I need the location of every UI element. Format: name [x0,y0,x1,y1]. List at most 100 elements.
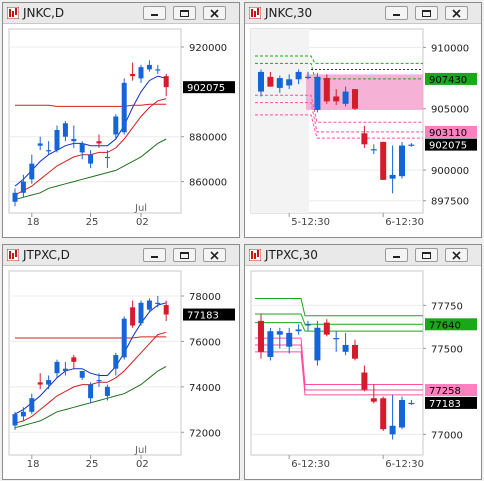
candle[interactable] [295,324,302,335]
title-bar[interactable]: JTPXC,D [3,245,239,266]
candle[interactable] [399,396,405,430]
close-button[interactable] [203,6,226,20]
restore-button[interactable] [415,248,438,262]
candle[interactable] [146,60,152,72]
candle[interactable] [71,125,77,148]
candle[interactable] [399,141,405,179]
plot-area[interactable] [250,270,424,456]
price-marker [425,318,477,331]
price-chart[interactable]: 920000 880000 860000 902075 18 25 02 Jul [3,23,239,237]
close-button[interactable] [445,6,468,20]
candle[interactable] [258,313,264,359]
candle[interactable] [286,327,293,354]
candle[interactable] [370,144,377,155]
candle[interactable] [323,74,330,104]
chart-window-jnkc-30[interactable]: JNKC,30 910000 905000 900000 897500 907430 90… [244,2,482,238]
candle[interactable] [352,339,358,361]
candle[interactable] [113,352,119,376]
candle[interactable] [258,69,264,97]
candle[interactable] [79,370,85,381]
price-chart[interactable]: 910000 905000 900000 897500 907430 903110 9020… [245,23,481,237]
candle[interactable] [352,89,358,110]
candle[interactable] [104,150,110,169]
candle[interactable] [361,365,368,392]
candle[interactable] [130,300,136,328]
candle[interactable] [37,373,43,390]
candle[interactable] [389,145,396,194]
candle[interactable] [408,399,415,406]
candle[interactable] [361,125,368,148]
candle[interactable] [276,327,283,349]
candle[interactable] [295,69,302,85]
candle[interactable] [104,384,110,401]
candle[interactable] [163,73,169,97]
candle[interactable] [389,394,396,440]
minimize-button[interactable] [385,248,408,262]
restore-button[interactable] [173,248,196,262]
candle[interactable] [71,355,77,369]
minimize-button[interactable] [143,6,166,20]
candle[interactable] [276,75,283,93]
candle[interactable] [138,300,144,326]
chart-window-jtpxc-d[interactable]: JTPXC,D 78000 76000 74000 72000 77183 18 25 02 J… [2,244,240,480]
candle[interactable] [37,136,43,151]
candle[interactable] [323,319,330,337]
title-bar[interactable]: JNKC,30 [245,3,481,24]
minimize-button[interactable] [143,248,166,262]
candle[interactable] [314,320,321,366]
candle[interactable] [62,121,68,142]
candle[interactable] [88,150,94,169]
candle[interactable] [46,141,52,155]
candle[interactable] [314,73,321,113]
candle[interactable] [267,71,274,87]
candle[interactable] [130,62,136,81]
candle[interactable] [163,300,169,321]
candle[interactable] [20,174,26,198]
candle[interactable] [88,382,94,403]
candle[interactable] [121,78,127,135]
candle[interactable] [305,320,311,332]
restore-button[interactable] [415,6,438,20]
candle[interactable] [113,114,119,139]
candle[interactable] [20,407,26,421]
candle[interactable] [54,359,60,378]
candle[interactable] [121,316,127,360]
chart-window-jtpxc-30[interactable]: JTPXC,30 77750 77500 77000 77640 77258 77183 6… [244,244,482,480]
candle[interactable] [62,361,68,376]
candle[interactable] [96,134,102,148]
candle[interactable] [370,384,377,404]
candle[interactable] [12,411,18,431]
candle[interactable] [146,298,152,312]
candle[interactable] [333,89,340,106]
close-button[interactable] [445,248,468,262]
price-chart[interactable]: 78000 76000 74000 72000 77183 18 25 02 Jul [3,265,239,479]
candle[interactable] [155,64,161,74]
candle[interactable] [46,375,52,390]
candle[interactable] [29,393,35,415]
candle[interactable] [12,188,18,207]
price-chart[interactable]: 77750 77500 77000 77640 77258 77183 6-12:30 6-1… [245,265,481,479]
candle[interactable] [342,332,349,356]
candle[interactable] [380,396,387,431]
candle[interactable] [79,141,85,160]
restore-button[interactable] [173,6,196,20]
candle[interactable] [54,125,60,153]
chart-window-jnkc-d[interactable]: JNKC,D 920000 880000 860000 902075 18 25 02 Jul [2,2,240,238]
candle[interactable] [342,86,349,107]
plot-area[interactable] [8,28,182,214]
candle[interactable] [267,327,274,361]
candle[interactable] [29,154,35,184]
title-bar[interactable]: JNKC,D [3,3,239,24]
candle[interactable] [96,373,102,387]
candle[interactable] [333,331,340,352]
candle[interactable] [380,141,387,180]
title-bar[interactable]: JTPXC,30 [245,245,481,266]
candle[interactable] [286,74,293,90]
minimize-button[interactable] [385,6,408,20]
candle[interactable] [155,295,161,308]
candle[interactable] [408,143,415,147]
plot-area[interactable] [8,270,182,456]
candle[interactable] [138,64,144,83]
close-button[interactable] [203,248,226,262]
candle[interactable] [305,71,311,80]
